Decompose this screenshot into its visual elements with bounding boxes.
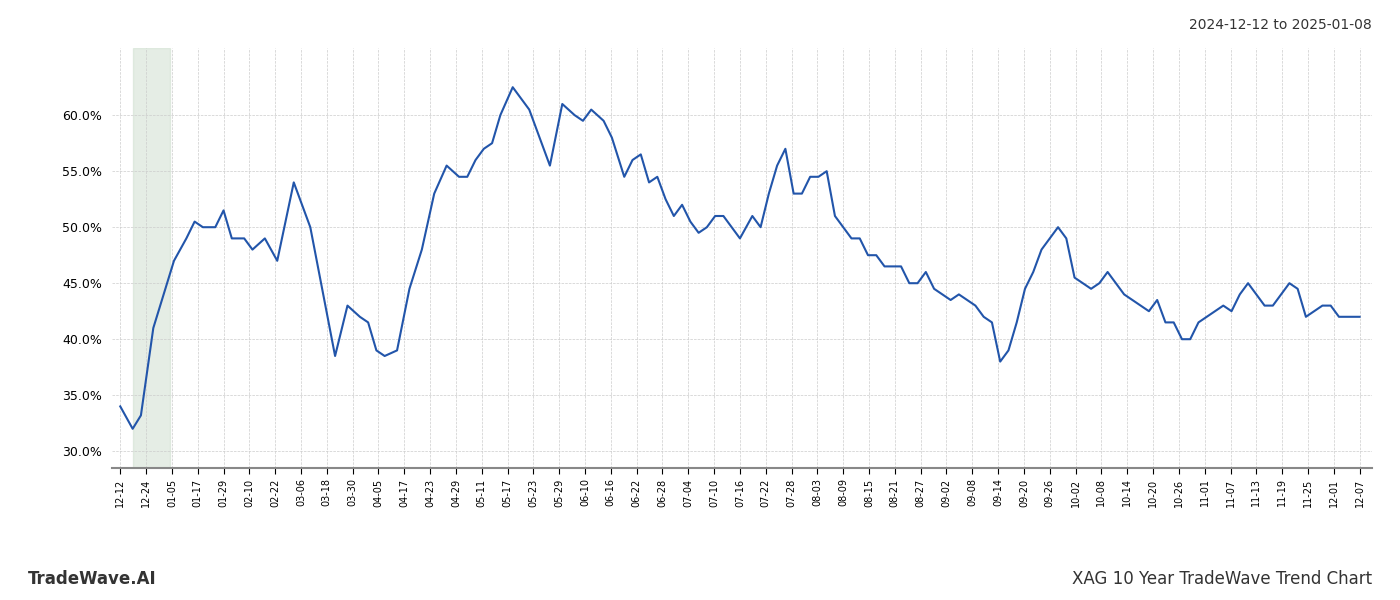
Text: XAG 10 Year TradeWave Trend Chart: XAG 10 Year TradeWave Trend Chart [1072, 570, 1372, 588]
Bar [133, 48, 169, 468]
Text: TradeWave.AI: TradeWave.AI [28, 570, 157, 588]
Text: 2024-12-12 to 2025-01-08: 2024-12-12 to 2025-01-08 [1189, 18, 1372, 32]
